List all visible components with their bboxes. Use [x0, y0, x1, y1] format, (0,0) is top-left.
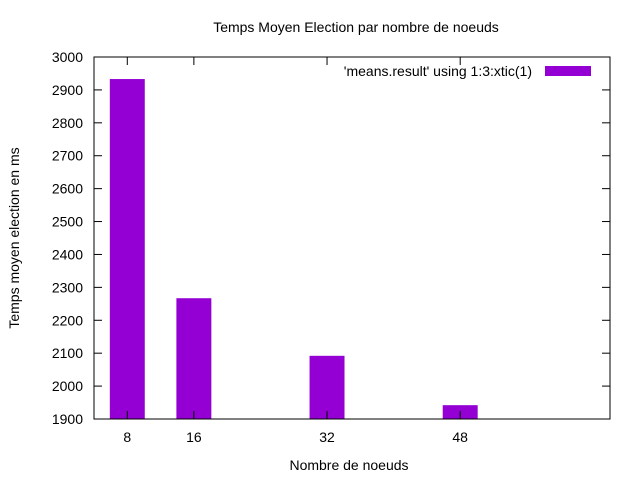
- y-tick-label: 3000: [52, 49, 83, 65]
- bar: [176, 298, 212, 419]
- x-tick-label: 32: [319, 429, 335, 445]
- y-tick-label: 2800: [52, 115, 83, 131]
- y-tick-label: 2200: [52, 312, 83, 328]
- y-tick-label: 2000: [52, 378, 83, 394]
- legend: 'means.result' using 1:3:xtic(1): [344, 63, 591, 79]
- y-tick-label: 2400: [52, 246, 83, 262]
- bars-group: [109, 79, 478, 420]
- y-tick-label: 2100: [52, 345, 83, 361]
- ticks-group: 1900 2000 2100 2200 2300 2400 2500 2600 2700 2800…: [52, 49, 610, 445]
- y-tick-label: 2900: [52, 82, 83, 98]
- bar: [309, 355, 345, 419]
- x-tick-label: 16: [186, 429, 202, 445]
- legend-label: 'means.result' using 1:3:xtic(1): [344, 63, 532, 79]
- y-tick-label: 2700: [52, 148, 83, 164]
- y-axis-label: Temps moyen election en ms: [6, 147, 22, 328]
- chart-title: Temps Moyen Election par nombre de noeud…: [213, 19, 499, 35]
- y-tick-label: 2300: [52, 279, 83, 295]
- y-tick-label: 2500: [52, 214, 83, 230]
- x-tick-label: 8: [123, 429, 131, 445]
- legend-swatch: [545, 66, 591, 76]
- bar: [109, 79, 145, 420]
- y-tick-label: 1900: [52, 411, 83, 427]
- x-tick-label: 48: [452, 429, 468, 445]
- y-tick-label: 2600: [52, 181, 83, 197]
- x-axis-label: Nombre de noeuds: [289, 457, 408, 473]
- plot-frame: [93, 56, 611, 420]
